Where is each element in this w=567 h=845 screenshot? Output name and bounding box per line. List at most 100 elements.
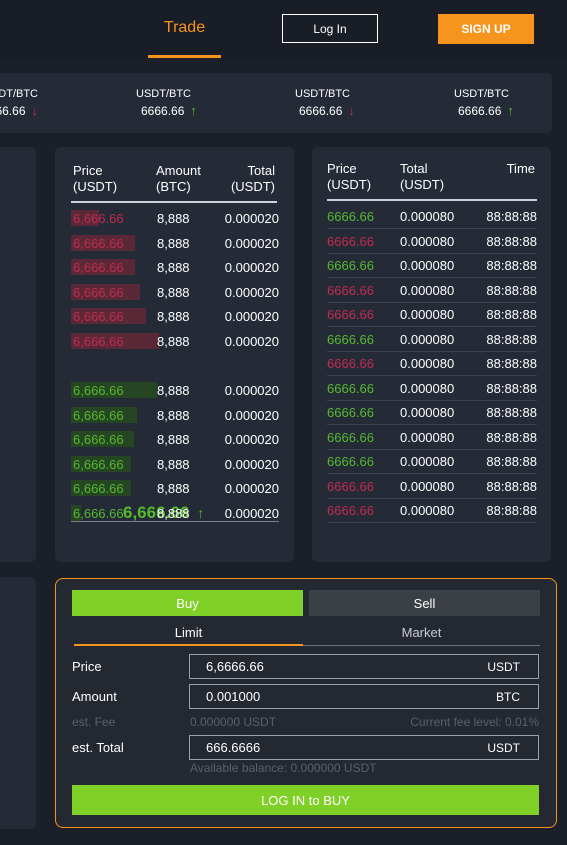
tab-limit[interactable]: Limit bbox=[74, 624, 303, 646]
ticker-pair: USDT/BTC bbox=[454, 88, 509, 100]
col-head-price-label: Price bbox=[327, 161, 357, 176]
trade-history-row[interactable]: 6666.66 0.000080 88:88:88 bbox=[327, 451, 537, 474]
trade-price: 6666.66 bbox=[327, 282, 374, 298]
depth-bar bbox=[71, 259, 135, 275]
order-total: 0.000020 bbox=[224, 260, 279, 275]
ask-row[interactable]: 6,666.66 8,888 0.000020 bbox=[71, 306, 279, 326]
top-nav-bar: Trade Log In SIGN UP bbox=[0, 0, 567, 58]
total-input[interactable] bbox=[190, 736, 460, 759]
trade-history-row[interactable]: 6666.66 0.000080 88:88:88 bbox=[327, 255, 537, 278]
trade-time: 88:88:88 bbox=[486, 307, 537, 322]
trade-history-row[interactable]: 6666.66 0.000080 88:88:88 bbox=[327, 500, 537, 523]
mid-divider bbox=[71, 521, 279, 522]
trade-price: 6666.66 bbox=[327, 209, 374, 224]
nav-link-trade[interactable]: Trade bbox=[163, 19, 206, 36]
order-total: 0.000020 bbox=[224, 309, 279, 324]
arrow-down-icon: ↓ bbox=[31, 103, 39, 118]
signup-button[interactable]: SIGN UP bbox=[438, 14, 534, 44]
depth-bar bbox=[71, 406, 137, 423]
col-head-time: Time bbox=[506, 161, 535, 176]
trade-price: 6666.66 bbox=[327, 478, 374, 494]
trade-total: 0.000080 bbox=[400, 356, 455, 371]
row-divider bbox=[327, 350, 537, 352]
buy-tab[interactable]: Buy bbox=[72, 590, 303, 616]
ask-row[interactable]: 6,666.66 8,888 0.000020 bbox=[71, 282, 279, 302]
col-head-price-label: Price bbox=[73, 163, 103, 178]
trade-time: 88:88:88 bbox=[486, 380, 537, 396]
trade-total: 0.000080 bbox=[400, 503, 455, 518]
trade-history-row[interactable]: 6666.66 0.000080 88:88:88 bbox=[327, 402, 537, 425]
depth-bar bbox=[71, 504, 81, 521]
bid-row[interactable]: 6,666.66 8,888 0.000020 bbox=[71, 429, 279, 449]
depth-bar bbox=[71, 455, 131, 472]
trade-history-row[interactable]: 6666.66 0.000080 88:88:88 bbox=[327, 353, 537, 376]
trade-history-row[interactable]: 6666.66 0.000080 88:88:88 bbox=[327, 427, 537, 450]
trade-price: 6666.66 bbox=[327, 233, 374, 249]
arrow-up-icon: ↑ bbox=[507, 103, 514, 118]
ticker-item[interactable]: USDT/BTC 6666.66 ↓ bbox=[0, 88, 38, 118]
col-head-total: Total (USDT) bbox=[400, 161, 444, 193]
trade-price: 6666.66 bbox=[327, 380, 374, 396]
trade-time: 88:88:88 bbox=[486, 454, 537, 469]
row-divider bbox=[327, 399, 537, 401]
ticker-item[interactable]: USDT/BTC 6666.66 ↑ bbox=[454, 88, 534, 118]
ask-row[interactable]: 6,666.66 8,888 0.000020 bbox=[71, 257, 279, 277]
order-price: 6,666.66 bbox=[73, 333, 124, 349]
left-panel-partial bbox=[0, 147, 36, 562]
price-unit: USDT bbox=[487, 660, 520, 674]
ask-row[interactable]: 6,666.66 8,888 0.000020 bbox=[71, 331, 279, 351]
trade-history-panel: Price (USDT) Total (USDT) Time 6666.66 0.… bbox=[312, 147, 551, 562]
price-input[interactable] bbox=[190, 655, 460, 678]
trade-history-row[interactable]: 6666.66 0.000080 88:88:88 bbox=[327, 378, 537, 401]
sell-tab[interactable]: Sell bbox=[309, 590, 540, 616]
ticker-pair: USDT/BTC bbox=[295, 88, 350, 100]
trade-time: 88:88:88 bbox=[486, 478, 537, 494]
order-amount: 8,888 bbox=[157, 284, 190, 300]
bid-row[interactable]: 6,666.66 8,888 0.000020 bbox=[71, 454, 279, 474]
left-panel-partial-bottom bbox=[0, 577, 36, 829]
trade-time: 88:88:88 bbox=[486, 209, 537, 224]
ticker-price: 6666.66 bbox=[299, 103, 343, 118]
depth-bar bbox=[71, 382, 157, 398]
fee-label: est. Fee bbox=[72, 715, 116, 729]
amount-input[interactable] bbox=[190, 685, 460, 708]
login-to-buy-button[interactable]: LOG IN to BUY bbox=[72, 785, 539, 815]
tab-market[interactable]: Market bbox=[303, 624, 540, 646]
trade-history-row[interactable]: 6666.66 0.000080 88:88:88 bbox=[327, 280, 537, 303]
depth-bar bbox=[71, 431, 134, 447]
depth-bar bbox=[71, 234, 135, 251]
ask-row[interactable]: 6,666.66 8,888 0.000020 bbox=[71, 233, 279, 253]
order-amount: 8,888 bbox=[157, 432, 190, 447]
trade-time: 88:88:88 bbox=[486, 405, 537, 420]
order-price: 6,666.66 bbox=[73, 456, 124, 472]
trade-form: Buy Sell Limit Market Price USDT Amount … bbox=[55, 578, 557, 828]
bid-row[interactable]: 6,666.66 8,888 0.000020 bbox=[71, 478, 279, 498]
header-divider bbox=[327, 199, 537, 201]
trade-history-row[interactable]: 6666.66 0.000080 88:88:88 bbox=[327, 476, 537, 499]
ticker-item[interactable]: USDT/BTC 6666.66 ↓ bbox=[295, 88, 375, 118]
ask-row[interactable]: 6,666.66 8,888 0.000020 bbox=[71, 208, 279, 228]
row-divider bbox=[327, 326, 537, 327]
trade-time: 88:88:88 bbox=[486, 331, 537, 347]
trade-time: 88:88:88 bbox=[486, 233, 537, 249]
trade-history-row[interactable]: 6666.66 0.000080 88:88:88 bbox=[327, 304, 537, 327]
ticker-item[interactable]: USDT/BTC 6666.66 ↑ bbox=[136, 88, 216, 118]
trade-history-row[interactable]: 6666.66 0.000080 88:88:88 bbox=[327, 231, 537, 254]
trade-total: 0.000080 bbox=[400, 454, 455, 469]
bid-row[interactable]: 6,666.66 8,888 0.000020 bbox=[71, 503, 279, 523]
bid-row[interactable]: 6,666.66 8,888 0.000020 bbox=[71, 380, 279, 400]
trade-price: 6666.66 bbox=[327, 331, 374, 347]
trade-price: 6666.66 bbox=[327, 454, 374, 469]
depth-bar bbox=[71, 308, 146, 324]
arrow-down-icon: ↓ bbox=[348, 103, 355, 118]
trade-history-row[interactable]: 6666.66 0.000080 88:88:88 bbox=[327, 206, 537, 229]
trade-history-row[interactable]: 6666.66 0.000080 88:88:88 bbox=[327, 329, 537, 352]
ticker-price-wrap: 6666.66 ↓ bbox=[295, 103, 375, 118]
trade-price: 6666.66 bbox=[327, 405, 374, 420]
depth-bar bbox=[71, 480, 131, 496]
bid-row[interactable]: 6,666.66 8,888 0.000020 bbox=[71, 405, 279, 425]
row-divider bbox=[327, 473, 537, 474]
login-button[interactable]: Log In bbox=[282, 14, 378, 43]
col-head-amount-label: Amount bbox=[156, 163, 201, 178]
ticker-price-wrap: 6666.66 ↑ bbox=[136, 103, 216, 118]
